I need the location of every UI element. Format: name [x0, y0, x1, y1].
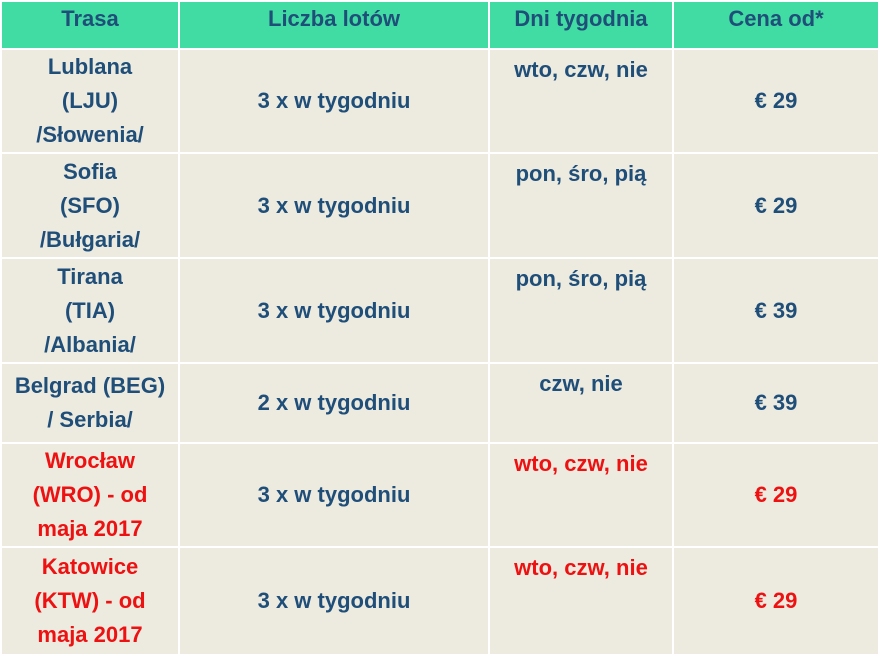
price-cell: € 39	[672, 257, 878, 364]
flights-cell: 3 x w tygodniu	[178, 442, 490, 548]
route-cell: Belgrad (BEG) / Serbia/	[0, 362, 180, 444]
days-cell: wto, czw, nie	[488, 48, 674, 154]
days-cell: pon, śro, pią	[488, 152, 674, 259]
column-header-price: Cena od*	[672, 0, 878, 50]
days-cell: wto, czw, nie	[488, 546, 674, 656]
column-header-flights: Liczba lotów	[178, 0, 490, 50]
price-cell: € 29	[672, 48, 878, 154]
header-row: Trasa Liczba lotów Dni tygodnia Cena od*	[0, 0, 878, 50]
route-cell: Wrocław (WRO) - od maja 2017	[0, 442, 180, 548]
route-cell: Katowice (KTW) - od maja 2017	[0, 546, 180, 656]
price-cell: € 29	[672, 152, 878, 259]
flights-cell: 3 x w tygodniu	[178, 48, 490, 154]
days-cell: wto, czw, nie	[488, 442, 674, 548]
table-row-highlighted: Katowice (KTW) - od maja 2017 3 x w tygo…	[0, 546, 878, 656]
flights-cell: 2 x w tygodniu	[178, 362, 490, 444]
price-cell: € 39	[672, 362, 878, 444]
days-cell: czw, nie	[488, 362, 674, 444]
price-cell: € 29	[672, 546, 878, 656]
price-cell: € 29	[672, 442, 878, 548]
column-header-route: Trasa	[0, 0, 180, 50]
table-row: Sofia (SFO) /Bułgaria/ 3 x w tygodniu po…	[0, 152, 878, 259]
table-row: Belgrad (BEG) / Serbia/ 2 x w tygodniu c…	[0, 362, 878, 444]
table-row: Tirana (TIA) /Albania/ 3 x w tygodniu po…	[0, 257, 878, 364]
route-cell: Sofia (SFO) /Bułgaria/	[0, 152, 180, 259]
days-cell: pon, śro, pią	[488, 257, 674, 364]
flights-cell: 3 x w tygodniu	[178, 546, 490, 656]
flights-cell: 3 x w tygodniu	[178, 257, 490, 364]
flights-cell: 3 x w tygodniu	[178, 152, 490, 259]
route-cell: Lublana (LJU) /Słowenia/	[0, 48, 180, 154]
table-row-highlighted: Wrocław (WRO) - od maja 2017 3 x w tygod…	[0, 442, 878, 548]
route-cell: Tirana (TIA) /Albania/	[0, 257, 180, 364]
table-row: Lublana (LJU) /Słowenia/ 3 x w tygodniu …	[0, 48, 878, 154]
column-header-days: Dni tygodnia	[488, 0, 674, 50]
